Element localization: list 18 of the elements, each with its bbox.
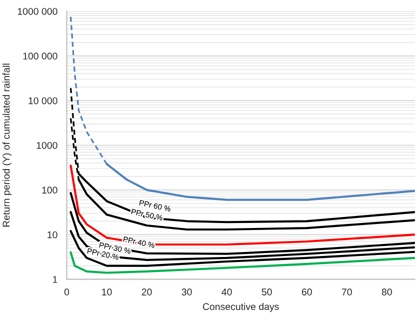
- x-axis-title: Consecutive days: [202, 302, 279, 312]
- x-tick-label: 30: [182, 288, 192, 296]
- x-tick-label: 60: [302, 288, 312, 296]
- x-tick-label: 10: [102, 288, 112, 296]
- x-tick-label: 70: [342, 288, 352, 296]
- y-tick-label: 100: [42, 186, 58, 194]
- y-tick-label: 10: [48, 231, 58, 238]
- y-tick-label: 100 000: [23, 52, 58, 60]
- x-tick-label: 0: [64, 288, 70, 296]
- y-axis-title: Return period (Y) of cumulated rainfall: [2, 64, 12, 227]
- x-tick-label: 50: [262, 288, 272, 296]
- x-tick-label: 40: [222, 288, 232, 296]
- x-tick-label: 20: [142, 288, 152, 296]
- y-tick-label: 1: [53, 276, 58, 283]
- y-tick-label: 10 000: [28, 97, 58, 104]
- x-tick-label: 80: [382, 288, 392, 296]
- y-tick-label: 1000 000: [18, 8, 58, 15]
- y-tick-label: 1000: [36, 142, 58, 149]
